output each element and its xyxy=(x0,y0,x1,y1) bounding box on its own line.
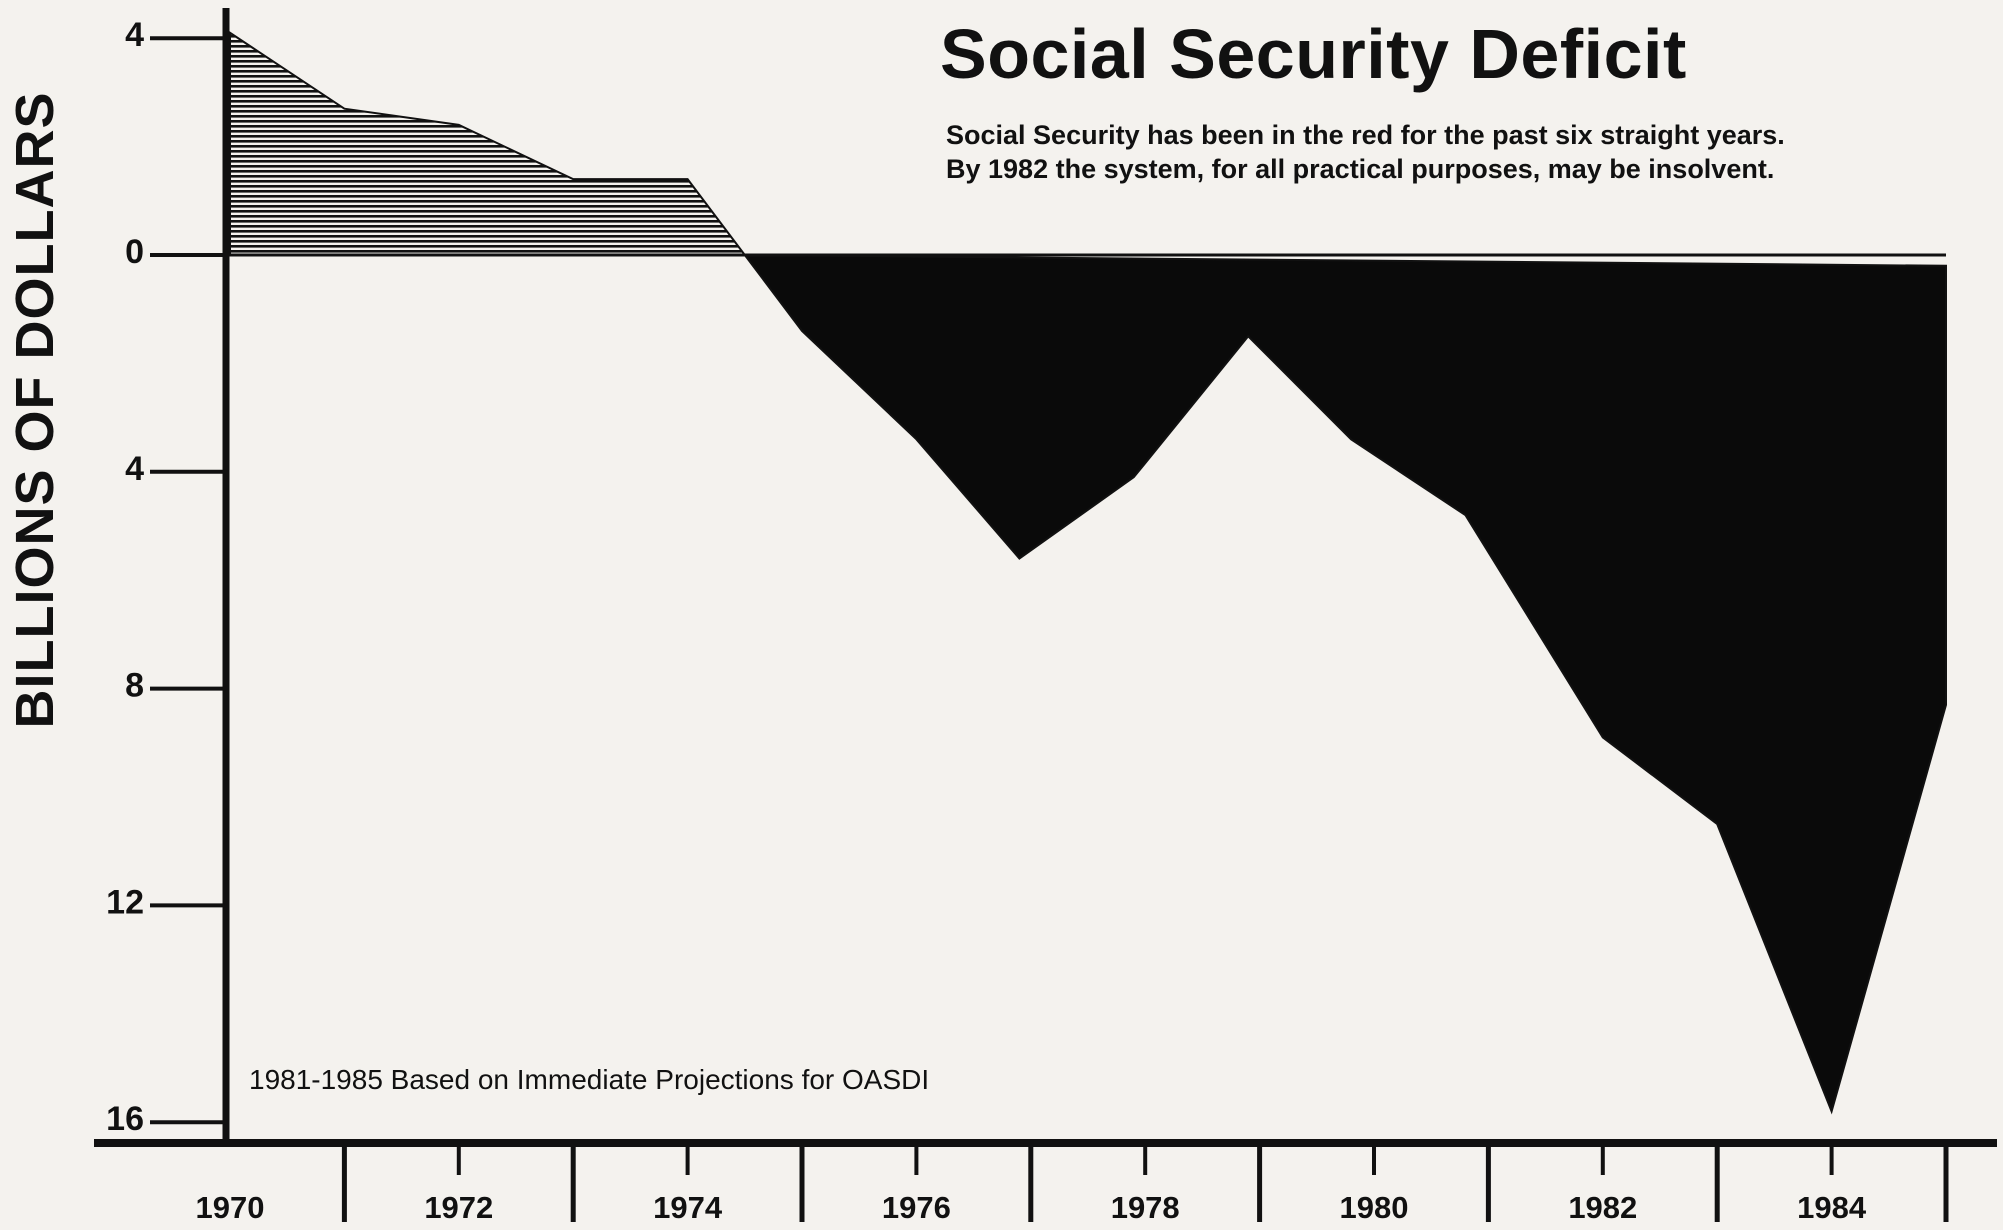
x-tick-label: 1972 xyxy=(424,1190,493,1225)
y-tick-label: 4 xyxy=(125,16,144,54)
x-tick-label: 1980 xyxy=(1340,1190,1409,1225)
x-tick-label: 1984 xyxy=(1797,1190,1867,1225)
deficit-area xyxy=(742,253,1947,1115)
subtitle-line-1: Social Security has been in the red for … xyxy=(946,120,1785,150)
y-tick-label: 8 xyxy=(125,667,144,705)
x-tick-label: 1982 xyxy=(1568,1190,1637,1225)
x-tick-label: 1970 xyxy=(196,1190,265,1225)
y-tick-label: 0 xyxy=(125,233,144,271)
projection-note: 1981-1985 Based on Immediate Projections… xyxy=(249,1064,930,1095)
x-tick-label: 1974 xyxy=(653,1190,723,1225)
y-tick-label: 16 xyxy=(106,1100,144,1138)
subtitle-line-2: By 1982 the system, for all practical pu… xyxy=(946,154,1775,184)
chart-subtitle: Social Security has been in the red for … xyxy=(946,118,1785,186)
y-tick-label: 4 xyxy=(125,450,144,488)
x-tick-label: 1976 xyxy=(882,1190,951,1225)
y-axis-label: BILLIONS OF DOLLARS xyxy=(5,91,65,729)
surplus-area xyxy=(229,30,747,256)
chart-title: Social Security Deficit xyxy=(940,15,1687,93)
y-tick-label: 12 xyxy=(106,883,144,921)
x-tick-label: 1978 xyxy=(1111,1190,1180,1225)
